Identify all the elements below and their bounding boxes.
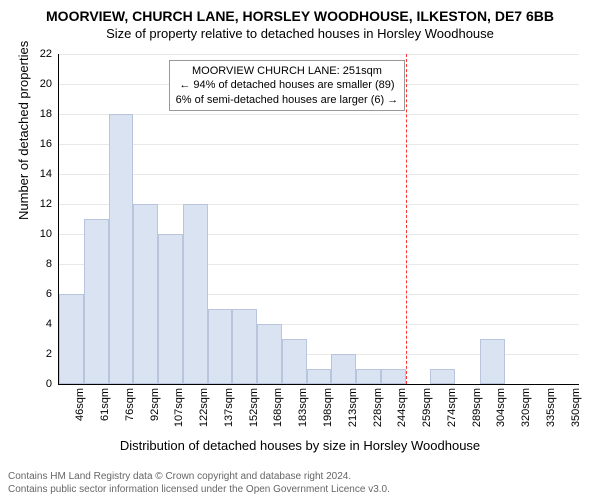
chart-area: MOORVIEW CHURCH LANE: 251sqm← 94% of det… — [58, 54, 578, 384]
bar — [59, 294, 84, 384]
y-tick-label: 16 — [28, 138, 52, 150]
gridline — [59, 174, 579, 175]
y-tick-label: 4 — [28, 318, 52, 330]
x-tick-label: 46sqm — [74, 388, 86, 421]
bar — [381, 369, 406, 384]
annotation-line: 6% of semi-detached houses are larger (6… — [176, 93, 399, 107]
footer-line-1: Contains HM Land Registry data © Crown c… — [8, 471, 390, 484]
x-axis-label: Distribution of detached houses by size … — [0, 438, 600, 453]
x-tick-label: 152sqm — [248, 388, 260, 427]
bar — [356, 369, 381, 384]
y-tick-label: 8 — [28, 258, 52, 270]
x-tick-label: 259sqm — [421, 388, 433, 427]
y-tick-label: 6 — [28, 288, 52, 300]
title-main: MOORVIEW, CHURCH LANE, HORSLEY WOODHOUSE… — [0, 0, 600, 24]
x-tick-label: 198sqm — [322, 388, 334, 427]
bar — [480, 339, 505, 384]
y-tick-label: 14 — [28, 168, 52, 180]
y-tick-label: 12 — [28, 198, 52, 210]
x-tick-label: 137sqm — [223, 388, 235, 427]
bar — [208, 309, 233, 384]
y-tick-label: 18 — [28, 108, 52, 120]
x-tick-label: 122sqm — [198, 388, 210, 427]
y-tick-label: 0 — [28, 378, 52, 390]
y-axis-label: Number of detached properties — [16, 41, 31, 220]
plot-area: MOORVIEW CHURCH LANE: 251sqm← 94% of det… — [58, 54, 579, 385]
title-sub: Size of property relative to detached ho… — [0, 24, 600, 41]
x-tick-label: 274sqm — [446, 388, 458, 427]
x-tick-label: 289sqm — [471, 388, 483, 427]
bar — [158, 234, 183, 384]
x-tick-label: 244sqm — [396, 388, 408, 427]
gridline — [59, 114, 579, 115]
reference-line — [406, 54, 407, 384]
bar — [430, 369, 455, 384]
bar — [232, 309, 257, 384]
annotation-line: MOORVIEW CHURCH LANE: 251sqm — [176, 64, 399, 78]
chart-container: MOORVIEW, CHURCH LANE, HORSLEY WOODHOUSE… — [0, 0, 600, 500]
x-tick-label: 107sqm — [173, 388, 185, 427]
bar — [133, 204, 158, 384]
x-tick-label: 168sqm — [272, 388, 284, 427]
y-tick-label: 22 — [28, 48, 52, 60]
x-tick-label: 320sqm — [520, 388, 532, 427]
x-tick-label: 304sqm — [495, 388, 507, 427]
gridline — [59, 54, 579, 55]
y-tick-label: 10 — [28, 228, 52, 240]
bar — [282, 339, 307, 384]
bar — [109, 114, 134, 384]
y-tick-label: 2 — [28, 348, 52, 360]
x-tick-label: 92sqm — [149, 388, 161, 421]
footer: Contains HM Land Registry data © Crown c… — [8, 471, 390, 496]
x-tick-label: 183sqm — [297, 388, 309, 427]
x-tick-label: 213sqm — [347, 388, 359, 427]
bar — [307, 369, 332, 384]
bar — [84, 219, 109, 384]
bar — [183, 204, 208, 384]
x-tick-label: 335sqm — [545, 388, 557, 427]
annotation-line: ← 94% of detached houses are smaller (89… — [176, 78, 399, 92]
bar — [331, 354, 356, 384]
y-tick-label: 20 — [28, 78, 52, 90]
annotation-box: MOORVIEW CHURCH LANE: 251sqm← 94% of det… — [169, 60, 406, 111]
x-tick-label: 228sqm — [372, 388, 384, 427]
x-tick-label: 350sqm — [570, 388, 582, 427]
gridline — [59, 144, 579, 145]
x-tick-label: 76sqm — [124, 388, 136, 421]
footer-line-2: Contains public sector information licen… — [8, 484, 390, 497]
bar — [257, 324, 282, 384]
x-tick-label: 61sqm — [99, 388, 111, 421]
